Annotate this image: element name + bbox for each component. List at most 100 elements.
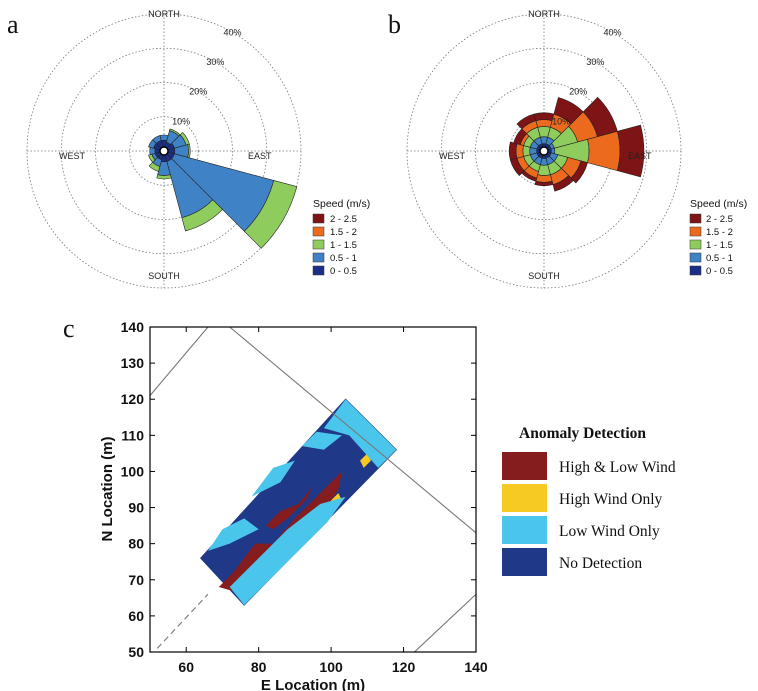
legend-a-swatch-2-2-5: [312, 213, 325, 224]
legend-a-label-0-0-5: 0 - 0.5: [330, 266, 357, 277]
anomaly-legend-swatch-high-low: [502, 452, 547, 480]
y-tick-label: 110: [121, 427, 144, 443]
legend-b-swatch-1-1-5: [689, 239, 702, 250]
anomaly-map-ticks: 60 80 100 120 140 50 60 70 80 90 100 110 120 130 140: [121, 319, 488, 675]
x-tick-label: 80: [251, 659, 267, 675]
windrose-a-south-label: SOUTH: [148, 271, 180, 281]
anomaly-legend-title: Anomaly Detection: [519, 425, 646, 442]
anomaly-region: [360, 453, 371, 468]
rose-petal-segment: [616, 124, 645, 178]
windrose-a-east-label: EAST: [248, 151, 272, 161]
anomaly-legend-swatch-high-only: [502, 484, 547, 512]
rose-petal-segment: [552, 175, 574, 192]
legend-b-label-1-5-2: 1.5 - 2: [706, 227, 733, 238]
anomaly-legend-swatch-low-only: [502, 516, 547, 544]
legend-b-swatch-0-5-1: [689, 252, 702, 263]
anomaly-map: 60 80 100 120 140 50 60 70 80 90 100 110 120 130 140 E…: [99, 319, 488, 691]
boundary-line: [150, 327, 209, 396]
y-axis-label: N Location (m): [99, 437, 116, 542]
legend-a-swatch-1-5-2: [312, 226, 325, 237]
windrose-a-ring-label-20: 20%: [189, 87, 207, 97]
y-tick-label: 130: [121, 355, 145, 371]
y-tick-label: 100: [121, 463, 145, 479]
legend-b-swatch-1-5-2: [689, 226, 702, 237]
legend-a-label-1-5-2: 1.5 - 2: [330, 227, 357, 238]
y-tick-label: 120: [121, 391, 145, 407]
legend-a-swatch-1-1-5: [312, 239, 325, 250]
windrose-b-west-label: WEST: [439, 151, 466, 161]
panel-letter-a: a: [7, 10, 19, 39]
anomaly-legend-label-high-only: High Wind Only: [559, 491, 663, 508]
windrose-a-ring-label-10: 10%: [172, 116, 190, 126]
anomaly-legend: Anomaly Detection High & Low Wind High W…: [502, 425, 676, 576]
windrose-b-ring-label-40: 40%: [603, 27, 621, 37]
windrose-b-legend-title: Speed (m/s): [690, 198, 747, 210]
windrose-a-legend: Speed (m/s) 2 - 2.5 1.5 - 2 1 - 1.5 0.5 …: [312, 198, 370, 277]
anomaly-legend-label-no-detection: No Detection: [559, 555, 642, 572]
anomaly-legend-label-low-only: Low Wind Only: [559, 523, 660, 540]
legend-b-label-0-0-5: 0 - 0.5: [706, 266, 733, 277]
x-tick-label: 100: [319, 659, 343, 675]
windrose-a-ring-label-30: 30%: [206, 57, 224, 67]
legend-b-swatch-0-0-5: [689, 265, 702, 276]
rose-ring: [95, 82, 233, 220]
boundary-line: [414, 593, 476, 652]
legend-b-label-1-1-5: 1 - 1.5: [706, 240, 733, 251]
rose-petal-segment: [533, 112, 555, 122]
rose-petal-segment: [535, 119, 553, 128]
anomaly-region: [218, 471, 342, 595]
rose-petal-segment: [152, 135, 162, 144]
windrose-b-petals: [508, 96, 645, 192]
windrose-b-ring-label-10: 10%: [552, 116, 570, 126]
windrose-b-north-label: NORTH: [528, 9, 560, 19]
y-tick-label: 60: [128, 608, 144, 624]
windrose-b-ring-label-30: 30%: [586, 57, 604, 67]
x-tick-label: 120: [392, 659, 416, 675]
rose-petal-segment: [243, 180, 298, 249]
boundary-line: [229, 327, 476, 534]
rose-petal-segment: [156, 174, 172, 180]
rose-petal-segment: [148, 161, 161, 172]
anomaly-region: [229, 496, 346, 606]
rose-petal-segment: [181, 199, 223, 232]
anomaly-region: [265, 485, 313, 530]
windrose-b-hub: [539, 146, 549, 156]
y-tick-label: 90: [128, 500, 144, 516]
boundary-line: [156, 593, 209, 649]
y-tick-label: 70: [128, 572, 144, 588]
legend-b-label-0-5-1: 0.5 - 1: [706, 253, 733, 264]
anomaly-map-content: [150, 327, 476, 652]
rose-petal-segment: [148, 153, 156, 163]
anomaly-region: [251, 460, 295, 497]
anomaly-map-frame: [149, 326, 477, 653]
windrose-a-ring-label-40: 40%: [223, 27, 241, 37]
y-tick-label: 80: [128, 536, 144, 552]
panel-letter-b: b: [388, 10, 401, 39]
legend-a-label-2-2-5: 2 - 2.5: [330, 214, 357, 225]
windrose-a-petals: [148, 128, 298, 249]
windrose-a-legend-title: Speed (m/s): [313, 198, 370, 210]
windrose-b-ring-label-20: 20%: [569, 87, 587, 97]
rose-ring: [60, 47, 268, 255]
windrose-a-hub: [159, 146, 169, 156]
x-axis-label: E Location (m): [261, 677, 365, 691]
rose-petal-segment: [515, 143, 524, 159]
windrose-a-north-label: NORTH: [148, 9, 180, 19]
rose-petal-segment: [534, 180, 554, 187]
windrose-b-south-label: SOUTH: [528, 271, 560, 281]
windrose-b-legend: Speed (m/s) 2 - 2.5 1.5 - 2 1 - 1.5 0.5 …: [689, 198, 747, 277]
windrose-b-east-label: EAST: [628, 151, 652, 161]
anomaly-region: [207, 518, 259, 551]
windrose-b: NORTH SOUTH EAST WEST 10% 20% 30% 40%: [406, 9, 682, 289]
anomaly-legend-swatch-no-detection: [502, 548, 547, 576]
legend-a-swatch-0-0-5: [312, 265, 325, 276]
x-tick-label: 60: [178, 659, 194, 675]
windrose-a: NORTH SOUTH EAST WEST 10% 20% 30% 40%: [26, 9, 302, 289]
anomaly-legend-label-high-low: High & Low Wind: [559, 459, 676, 476]
rose-petal-segment: [508, 141, 518, 161]
anomaly-region: [302, 431, 342, 450]
x-tick-label: 140: [464, 659, 488, 675]
rose-petal-segment: [570, 160, 588, 184]
y-tick-label: 50: [128, 644, 144, 660]
